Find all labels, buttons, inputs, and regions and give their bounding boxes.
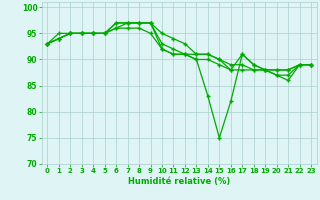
- X-axis label: Humidité relative (%): Humidité relative (%): [128, 177, 230, 186]
